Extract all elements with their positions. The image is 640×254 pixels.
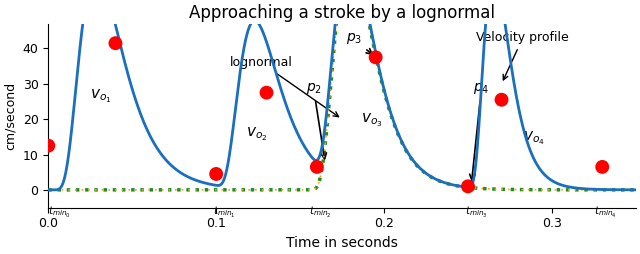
Point: [261, 91, 271, 95]
Point: [43, 144, 53, 148]
Point: [497, 98, 507, 102]
Text: $v_{o_3}$: $v_{o_3}$: [360, 112, 382, 129]
Point: [371, 55, 381, 59]
Point: [211, 172, 221, 176]
Text: lognormal: lognormal: [230, 56, 339, 117]
Text: $t_{min_3}$: $t_{min_3}$: [465, 205, 487, 220]
X-axis label: Time in seconds: Time in seconds: [286, 236, 398, 250]
Text: $t_{min_1}$: $t_{min_1}$: [213, 205, 236, 220]
Text: $v_{o_1}$: $v_{o_1}$: [90, 87, 112, 105]
Text: Velocity profile: Velocity profile: [476, 31, 569, 80]
Point: [463, 184, 473, 188]
Text: $v_{o_2}$: $v_{o_2}$: [246, 126, 268, 144]
Text: $p_2$: $p_2$: [305, 81, 326, 159]
Text: $t_{min_0}$: $t_{min_0}$: [48, 205, 71, 220]
Text: $v_{o_4}$: $v_{o_4}$: [524, 129, 545, 147]
Text: $p_3$: $p_3$: [346, 31, 372, 54]
Y-axis label: cm/second: cm/second: [4, 82, 17, 150]
Point: [312, 165, 322, 169]
Point: [110, 41, 120, 45]
Text: $t_{min_2}$: $t_{min_2}$: [308, 205, 331, 220]
Text: $t_{min_4}$: $t_{min_4}$: [594, 205, 616, 220]
Point: [597, 165, 607, 169]
Title: Approaching a stroke by a lognormal: Approaching a stroke by a lognormal: [189, 4, 495, 22]
Text: $p_4$: $p_4$: [470, 81, 490, 180]
